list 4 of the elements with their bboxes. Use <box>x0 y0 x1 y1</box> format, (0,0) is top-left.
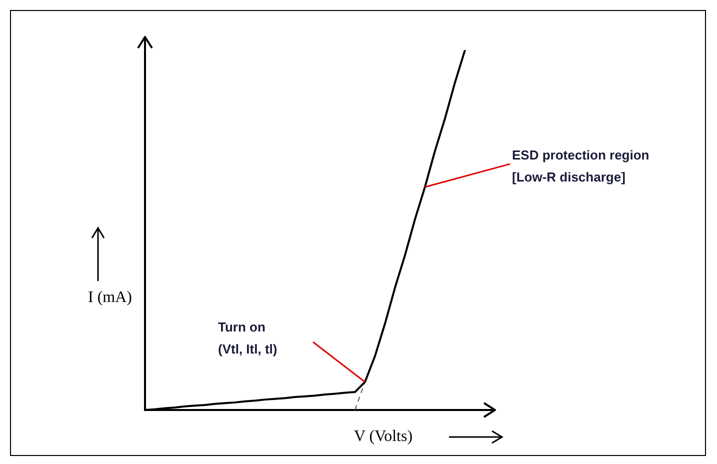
annotation: Turn on (Vtl, Itl, tl) <box>218 320 278 357</box>
y-axis-title: I (mA) <box>88 289 132 306</box>
text: ESD protection region [Low-R discharge] <box>512 148 650 185</box>
x-axis-title: V (Volts) <box>354 428 413 446</box>
